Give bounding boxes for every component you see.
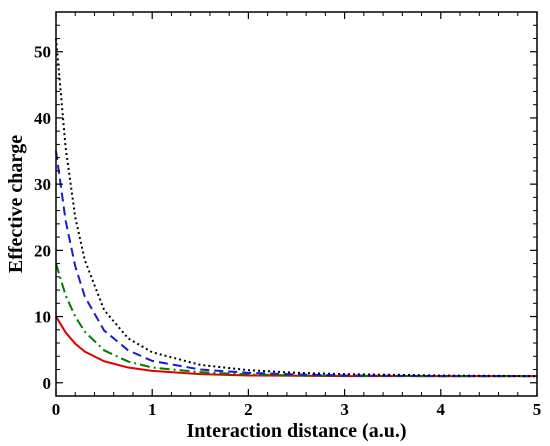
y-tick-label: 30	[34, 175, 51, 194]
series-line-4	[55, 38, 538, 378]
series-line-3	[55, 150, 537, 378]
x-tick-label: 5	[533, 400, 542, 419]
y-tick-label: 50	[34, 43, 51, 62]
series-line-1	[55, 316, 537, 378]
y-tick-label: 20	[34, 241, 51, 260]
y-axis-label: Effective charge	[5, 135, 27, 273]
y-tick-label: 40	[34, 109, 51, 128]
y-tick-label: 0	[43, 374, 52, 393]
x-axis-label: Interaction distance (a.u.)	[187, 420, 407, 442]
x-tick-label: 4	[437, 400, 446, 419]
x-tick-label: 1	[148, 400, 157, 419]
y-tick-label: 10	[34, 308, 51, 327]
series-layer	[55, 38, 538, 378]
x-tick-label: 2	[244, 400, 253, 419]
series-line-2	[55, 263, 537, 378]
plot-frame	[55, 11, 538, 397]
x-tick-label: 3	[340, 400, 349, 419]
x-tick-label: 0	[52, 400, 61, 419]
